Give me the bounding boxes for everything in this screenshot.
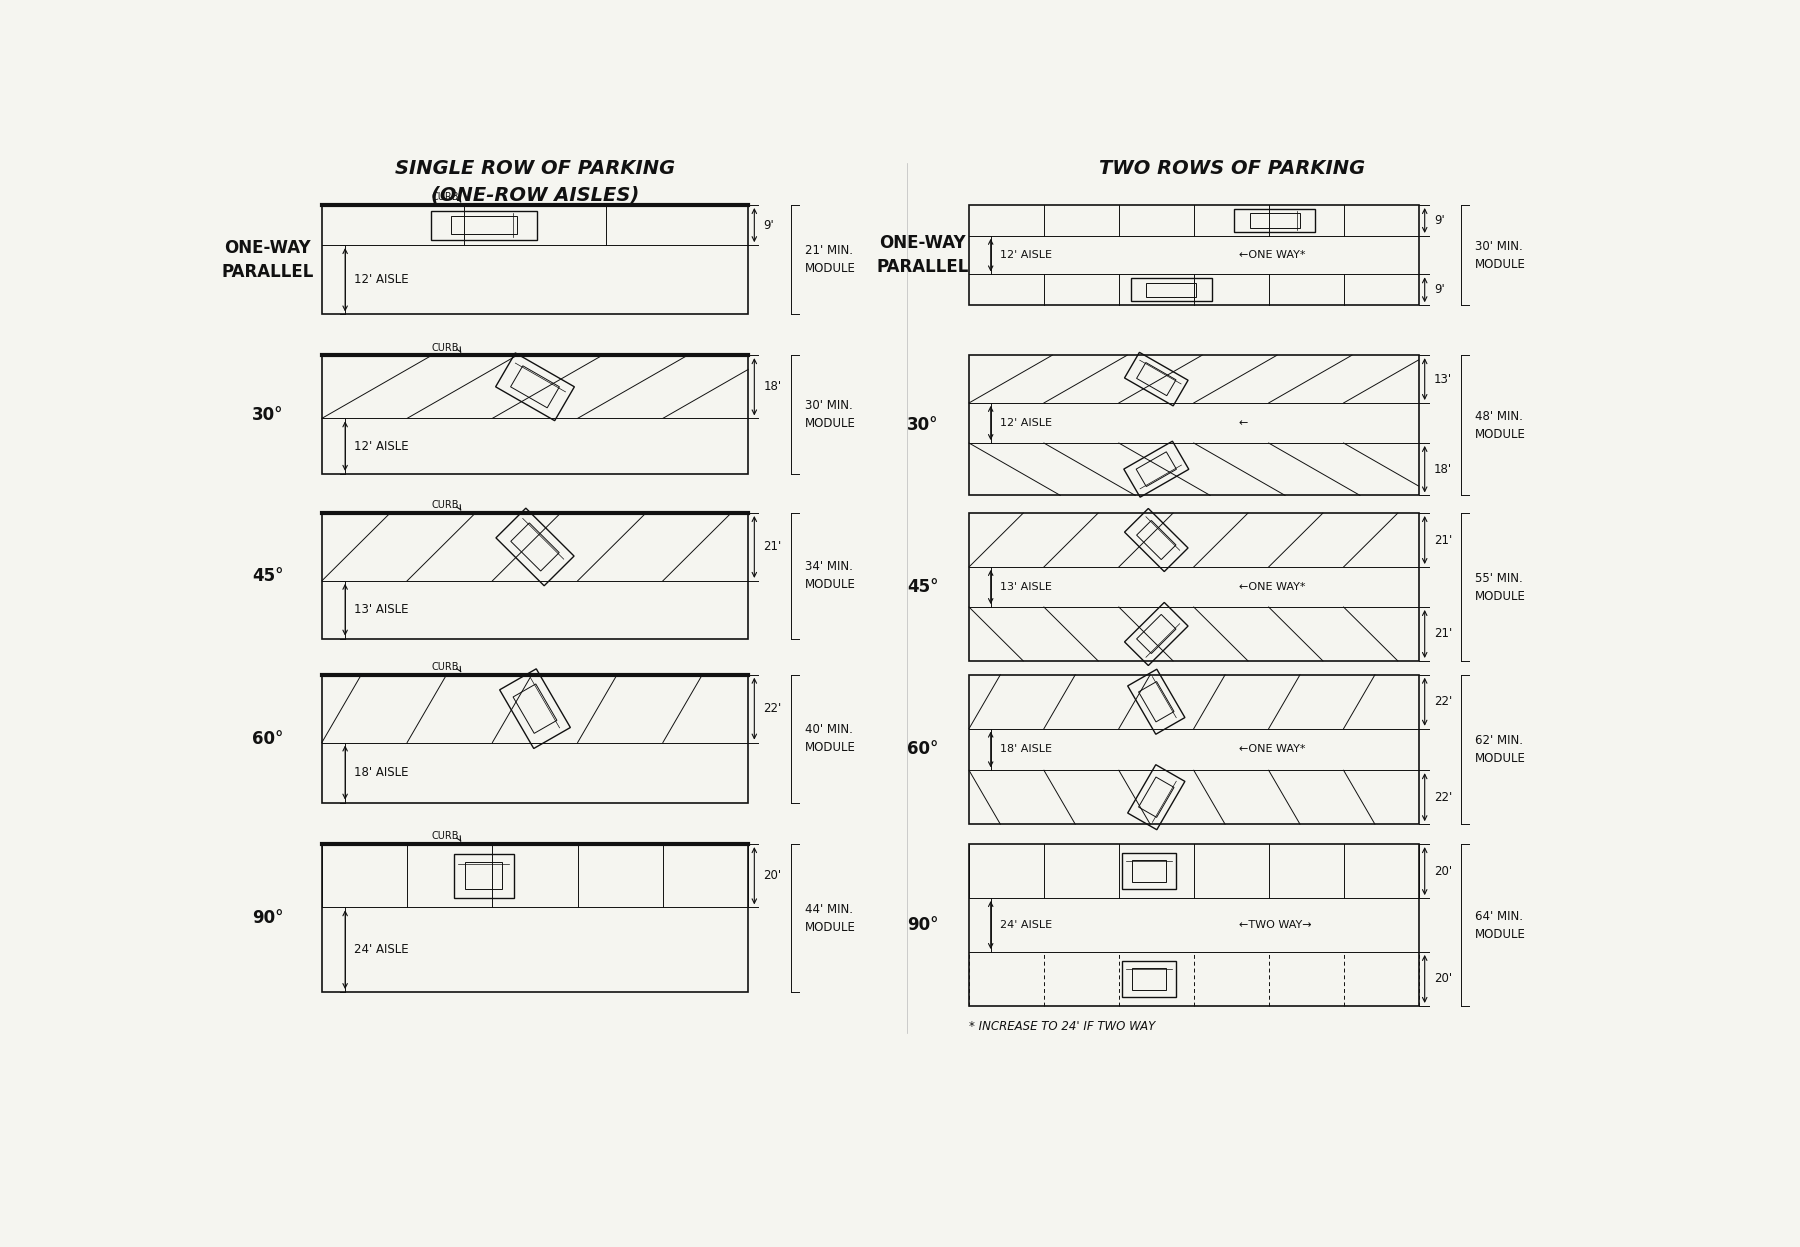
Bar [322, 513, 749, 638]
Text: 21' MIN.
MODULE: 21' MIN. MODULE [805, 244, 855, 276]
Text: 12' AISLE: 12' AISLE [1001, 418, 1051, 428]
Text: 12' AISLE: 12' AISLE [355, 440, 409, 453]
Text: 64' MIN.
MODULE: 64' MIN. MODULE [1474, 909, 1526, 940]
Text: 60°: 60° [252, 729, 283, 748]
Text: 90°: 90° [907, 917, 938, 934]
Text: 34' MIN.
MODULE: 34' MIN. MODULE [805, 560, 855, 591]
Text: 18': 18' [763, 380, 781, 393]
Bar [968, 844, 1418, 1006]
Text: 22': 22' [1435, 696, 1453, 708]
Bar [968, 513, 1418, 661]
Text: CURB: CURB [432, 343, 459, 353]
Text: ←ONE WAY*: ←ONE WAY* [1238, 251, 1305, 261]
Text: ←ONE WAY*: ←ONE WAY* [1238, 582, 1305, 592]
Text: CURB: CURB [432, 832, 459, 842]
Text: 45°: 45° [907, 579, 938, 596]
Text: ←: ← [1238, 418, 1247, 428]
Text: 13' AISLE: 13' AISLE [355, 604, 409, 616]
Text: SINGLE ROW OF PARKING
(ONE-ROW AISLES): SINGLE ROW OF PARKING (ONE-ROW AISLES) [394, 158, 675, 205]
Text: 55' MIN.
MODULE: 55' MIN. MODULE [1474, 571, 1526, 602]
Text: 12' AISLE: 12' AISLE [355, 273, 409, 287]
Bar [322, 675, 749, 803]
Text: ONE-WAY
PARALLEL: ONE-WAY PARALLEL [221, 239, 313, 281]
Text: 21': 21' [763, 540, 781, 554]
Text: 9': 9' [1435, 214, 1445, 227]
Text: ←ONE WAY*: ←ONE WAY* [1238, 744, 1305, 754]
Text: 18' AISLE: 18' AISLE [355, 766, 409, 779]
Bar [322, 205, 749, 314]
Text: 13': 13' [1435, 373, 1453, 385]
Text: 20': 20' [1435, 864, 1453, 878]
Bar [968, 355, 1418, 495]
Text: 9': 9' [763, 218, 774, 232]
Text: 20': 20' [1435, 973, 1453, 985]
Text: 60°: 60° [907, 741, 938, 758]
Text: 22': 22' [1435, 791, 1453, 804]
Bar [322, 844, 749, 993]
Text: 30' MIN.
MODULE: 30' MIN. MODULE [805, 399, 855, 430]
Text: 90°: 90° [252, 909, 283, 927]
Text: 18' AISLE: 18' AISLE [1001, 744, 1051, 754]
Text: 62' MIN.
MODULE: 62' MIN. MODULE [1474, 734, 1526, 764]
Text: ONE-WAY
PARALLEL: ONE-WAY PARALLEL [877, 234, 968, 276]
Text: 24' AISLE: 24' AISLE [355, 943, 409, 956]
Text: 30°: 30° [252, 405, 283, 424]
Text: 9': 9' [1435, 283, 1445, 297]
Text: 30' MIN.
MODULE: 30' MIN. MODULE [1474, 239, 1526, 271]
Bar [968, 205, 1418, 306]
Text: 21': 21' [1435, 534, 1453, 546]
Text: ←TWO WAY→: ←TWO WAY→ [1238, 920, 1312, 930]
Text: CURB: CURB [432, 192, 459, 202]
Text: 13' AISLE: 13' AISLE [1001, 582, 1051, 592]
Text: 48' MIN.
MODULE: 48' MIN. MODULE [1474, 410, 1526, 440]
Text: 12' AISLE: 12' AISLE [1001, 251, 1051, 261]
Text: 44' MIN.
MODULE: 44' MIN. MODULE [805, 903, 855, 934]
Text: 45°: 45° [252, 567, 283, 585]
Text: CURB: CURB [432, 500, 459, 510]
Text: 22': 22' [763, 702, 781, 716]
Bar [322, 355, 749, 474]
Text: 40' MIN.
MODULE: 40' MIN. MODULE [805, 723, 855, 754]
Text: 18': 18' [1435, 463, 1453, 475]
Text: 30°: 30° [907, 416, 938, 434]
Bar [968, 675, 1418, 824]
Text: 21': 21' [1435, 627, 1453, 641]
Text: * INCREASE TO 24' IF TWO WAY: * INCREASE TO 24' IF TWO WAY [968, 1020, 1156, 1033]
Text: CURB: CURB [432, 662, 459, 672]
Text: 24' AISLE: 24' AISLE [1001, 920, 1053, 930]
Text: 20': 20' [763, 869, 781, 882]
Text: TWO ROWS OF PARKING: TWO ROWS OF PARKING [1100, 158, 1366, 178]
